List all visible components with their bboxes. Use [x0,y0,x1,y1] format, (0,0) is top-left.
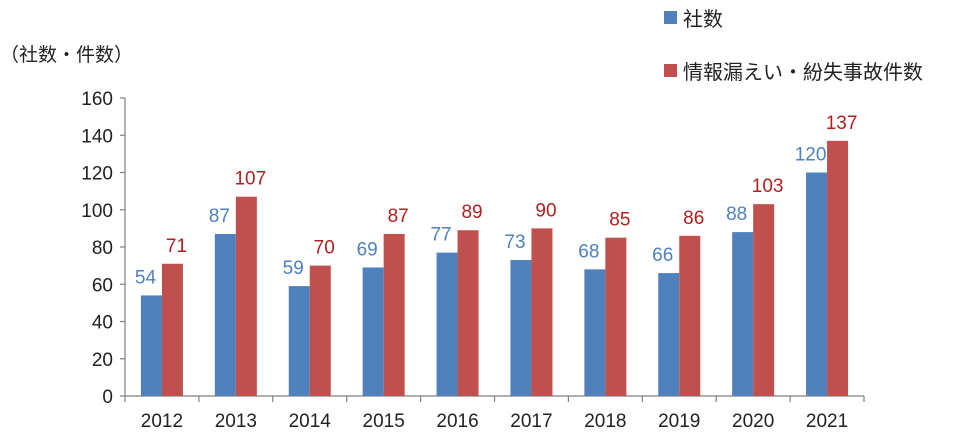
bar-companies [732,232,754,396]
bar-companies [214,233,236,396]
y-tick-label: 120 [81,164,113,185]
bar-incidents [605,237,627,396]
bar-incidents [161,263,183,396]
bar-companies [140,295,162,396]
data-label-companies: 77 [430,225,451,246]
data-label-companies: 66 [652,245,673,266]
bar-incidents [457,230,479,396]
x-tick-label: 2015 [363,411,405,432]
y-tick-label: 60 [92,275,113,296]
data-label-incidents: 85 [609,210,630,231]
x-tick-label: 2020 [732,411,774,432]
data-label-incidents: 107 [234,169,266,190]
x-tick-label: 2017 [510,411,552,432]
y-tick-label: 0 [102,387,113,408]
legend-item-companies: 社数 [664,4,923,31]
data-label-incidents: 86 [683,208,704,229]
legend: 社数 情報漏えい・紛失事故件数 [664,4,923,110]
data-label-companies: 73 [504,232,525,253]
x-tick-label: 2013 [215,411,257,432]
bar-incidents [531,228,553,396]
data-label-incidents: 137 [826,113,858,134]
bar-companies [510,260,532,396]
legend-item-incidents: 情報漏えい・紛失事故件数 [664,57,923,84]
bar-incidents [753,204,775,396]
x-tick-label: 2012 [141,411,183,432]
y-tick-label: 160 [81,89,113,110]
bar-companies [806,172,828,396]
y-tick-label: 100 [81,201,113,222]
x-tick-label: 2019 [658,411,700,432]
data-label-companies: 88 [726,204,747,225]
y-unit-label: （社数・件数） [0,44,134,66]
bar-companies [362,267,384,396]
legend-label-incidents: 情報漏えい・紛失事故件数 [683,59,923,84]
bar-companies [584,269,606,396]
bar-companies [288,286,310,396]
data-label-companies: 120 [795,145,827,166]
legend-swatch-companies [664,10,677,24]
bar-companies [658,273,680,396]
chart-data-labels: 54 87 59 69 77 73 68 66 88 120 71 107 70 87 89 90 85 86 10… [135,113,858,289]
chart-bars [140,140,849,396]
y-tick-label: 40 [92,313,113,334]
data-label-incidents: 71 [166,236,187,257]
bar-incidents [383,233,405,396]
x-tick-label: 2021 [806,411,848,432]
legend-label-companies: 社数 [683,6,723,31]
bar-incidents [827,140,849,396]
data-label-incidents: 70 [314,238,335,259]
y-tick-label: 140 [81,126,113,147]
bar-incidents [679,235,701,396]
y-tick-label: 80 [92,238,113,259]
data-label-companies: 69 [357,239,378,260]
legend-swatch-incidents [664,63,677,77]
x-tick-label: 2016 [436,411,478,432]
bar-incidents [309,265,331,396]
bar-incidents [235,196,257,396]
bar-companies [436,252,458,396]
x-tick-label: 2014 [289,411,332,432]
data-label-incidents: 90 [535,200,556,221]
data-label-companies: 87 [209,206,230,227]
data-label-companies: 68 [578,241,599,262]
y-tick-label: 20 [92,350,113,371]
data-label-companies: 54 [135,267,157,288]
data-label-companies: 59 [283,258,304,279]
data-label-incidents: 87 [388,206,409,227]
data-label-incidents: 89 [461,202,482,223]
x-tick-label: 2018 [584,411,626,432]
data-label-incidents: 103 [752,176,784,197]
